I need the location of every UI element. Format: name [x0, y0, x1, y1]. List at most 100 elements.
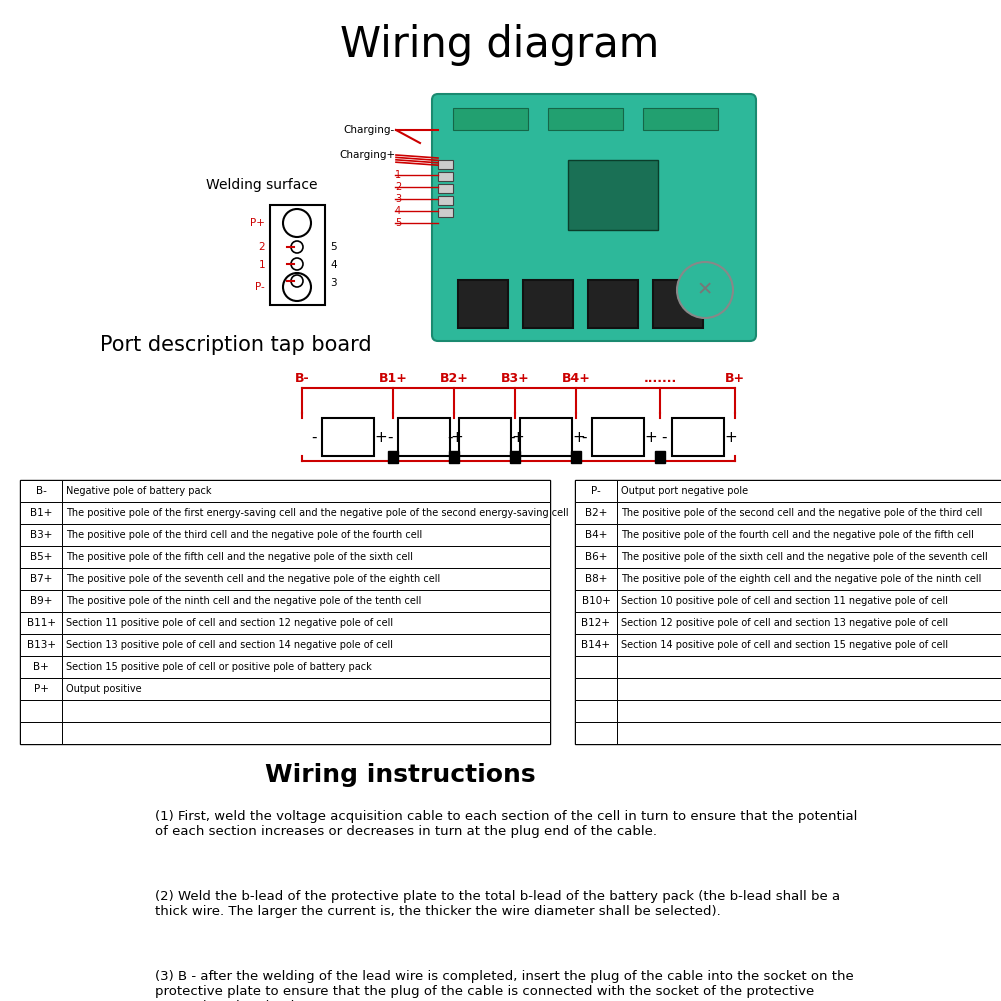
Text: B8+: B8+ — [585, 574, 608, 584]
Text: B9+: B9+ — [30, 596, 52, 606]
Text: -: - — [661, 429, 667, 444]
Bar — [20, 722, 62, 744]
Text: The positive pole of the sixth cell and the negative pole of the seventh cell: The positive pole of the sixth cell and … — [621, 552, 988, 562]
Bar — [672, 418, 724, 456]
Text: B1+: B1+ — [378, 371, 407, 384]
Bar — [438, 172, 453, 181]
Text: B2+: B2+ — [585, 508, 608, 518]
Text: (1) First, weld the voltage acquisition cable to each section of the cell in tur: (1) First, weld the voltage acquisition … — [155, 810, 858, 838]
Circle shape — [677, 262, 733, 318]
Bar — [62, 678, 550, 700]
Bar — [575, 568, 617, 590]
Circle shape — [291, 258, 303, 270]
Bar — [20, 590, 62, 612]
Bar — [617, 634, 1001, 656]
Text: Negative pole of battery pack: Negative pole of battery pack — [66, 486, 211, 496]
Text: Welding surface: Welding surface — [206, 178, 317, 192]
Text: -: - — [386, 429, 392, 444]
Text: +: + — [512, 429, 524, 444]
Text: Port description tap board: Port description tap board — [100, 335, 371, 355]
Bar — [62, 722, 550, 744]
Text: B10+: B10+ — [582, 596, 611, 606]
Text: B5+: B5+ — [30, 552, 52, 562]
Text: B+: B+ — [725, 371, 745, 384]
Bar — [588, 280, 638, 328]
Bar — [20, 678, 62, 700]
Text: B2+: B2+ — [439, 371, 468, 384]
Text: +: + — [645, 429, 658, 444]
Bar — [20, 612, 62, 634]
Text: B-: B- — [36, 486, 46, 496]
Bar — [575, 612, 617, 634]
Bar — [575, 590, 617, 612]
Bar — [617, 700, 1001, 722]
Bar — [438, 208, 453, 217]
Bar — [62, 502, 550, 524]
Text: 1: 1 — [258, 260, 265, 270]
Text: The positive pole of the fourth cell and the negative pole of the fifth cell: The positive pole of the fourth cell and… — [621, 530, 974, 540]
Bar — [20, 502, 62, 524]
Text: .......: ....... — [644, 371, 677, 384]
Text: Output port negative pole: Output port negative pole — [621, 486, 748, 496]
Text: Charging-: Charging- — [343, 125, 395, 135]
Text: Section 14 positive pole of cell and section 15 negative pole of cell: Section 14 positive pole of cell and sec… — [621, 640, 948, 650]
Circle shape — [283, 273, 311, 301]
Bar — [617, 612, 1001, 634]
Bar — [62, 480, 550, 502]
Text: -: - — [582, 429, 587, 444]
Bar — [655, 451, 665, 463]
Bar — [438, 196, 453, 205]
Text: The positive pole of the second cell and the negative pole of the third cell: The positive pole of the second cell and… — [621, 508, 982, 518]
Bar — [575, 524, 617, 546]
Bar — [62, 656, 550, 678]
Bar — [520, 418, 572, 456]
Circle shape — [291, 275, 303, 287]
Text: Output positive: Output positive — [66, 684, 141, 694]
Text: The positive pole of the ninth cell and the negative pole of the tenth cell: The positive pole of the ninth cell and … — [66, 596, 421, 606]
Bar — [62, 612, 550, 634]
Bar — [575, 722, 617, 744]
Bar — [438, 184, 453, 193]
Bar — [617, 590, 1001, 612]
Text: Charging+: Charging+ — [339, 150, 395, 160]
Text: Section 11 positive pole of cell and section 12 negative pole of cell: Section 11 positive pole of cell and sec… — [66, 618, 393, 628]
Text: B7+: B7+ — [30, 574, 52, 584]
Text: B4+: B4+ — [562, 371, 591, 384]
Bar — [449, 451, 459, 463]
Bar — [438, 160, 453, 169]
Bar — [20, 480, 550, 744]
Text: The positive pole of the eighth cell and the negative pole of the ninth cell: The positive pole of the eighth cell and… — [621, 574, 981, 584]
Bar — [62, 568, 550, 590]
Text: +: + — [573, 429, 585, 444]
Bar — [62, 590, 550, 612]
Text: Wiring instructions: Wiring instructions — [264, 763, 536, 787]
Bar — [62, 546, 550, 568]
Bar — [20, 700, 62, 722]
Text: 2: 2 — [395, 182, 401, 192]
Bar — [397, 418, 449, 456]
Text: +: + — [724, 429, 737, 444]
Text: 3: 3 — [330, 278, 336, 288]
Text: -: - — [447, 429, 453, 444]
Text: B-: B- — [294, 371, 309, 384]
Text: -: - — [509, 429, 515, 444]
Bar — [617, 656, 1001, 678]
Text: 5: 5 — [395, 218, 401, 228]
Text: B11+: B11+ — [26, 618, 55, 628]
Bar — [458, 280, 508, 328]
Bar — [575, 678, 617, 700]
Text: The positive pole of the fifth cell and the negative pole of the sixth cell: The positive pole of the fifth cell and … — [66, 552, 413, 562]
Text: B14+: B14+ — [582, 640, 611, 650]
Text: B4+: B4+ — [585, 530, 608, 540]
Text: Section 10 positive pole of cell and section 11 negative pole of cell: Section 10 positive pole of cell and sec… — [621, 596, 948, 606]
Bar — [270, 205, 325, 305]
Bar — [20, 568, 62, 590]
Bar — [568, 160, 658, 230]
Text: 4: 4 — [330, 260, 336, 270]
Text: B+: B+ — [33, 662, 49, 672]
Bar — [20, 656, 62, 678]
Text: B3+: B3+ — [30, 530, 52, 540]
Bar — [617, 546, 1001, 568]
Bar — [548, 108, 623, 130]
Text: B12+: B12+ — [582, 618, 611, 628]
